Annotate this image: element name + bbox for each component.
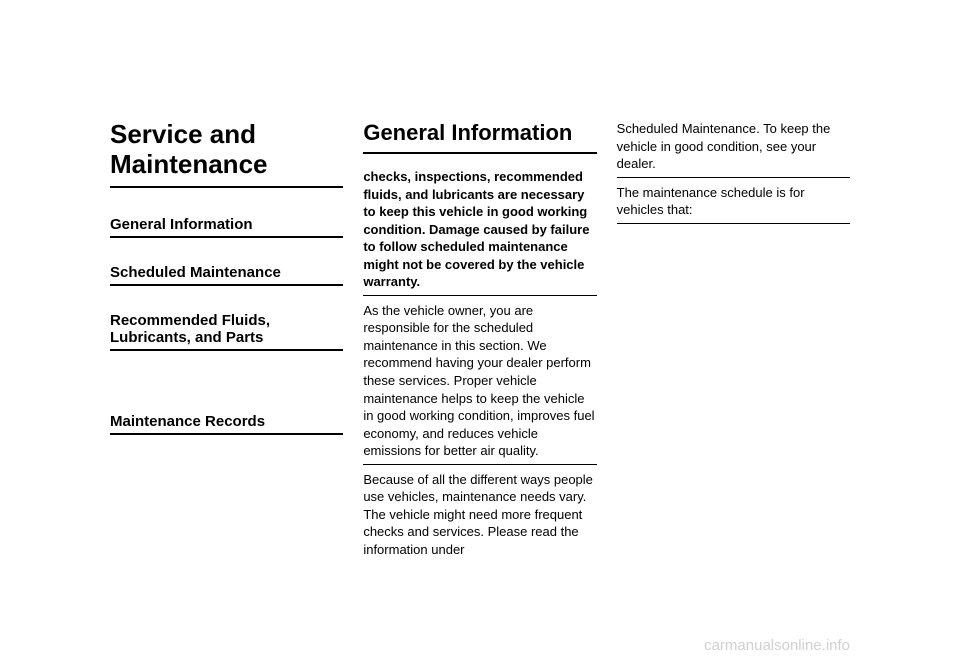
manual-page: Service and Maintenance General Informat… xyxy=(0,0,960,618)
toc-item-maintenance-records: Maintenance Records xyxy=(110,413,343,435)
left-column: Service and Maintenance General Informat… xyxy=(110,120,343,568)
toc-item-scheduled-maintenance: Scheduled Maintenance xyxy=(110,264,343,286)
toc-item-general-info: General Information xyxy=(110,216,343,238)
body-paragraph: Because of all the different ways people… xyxy=(363,471,596,563)
right-column: Scheduled Maintenance. To keep the vehic… xyxy=(617,120,850,568)
middle-column: General Information checks, inspections,… xyxy=(363,120,596,568)
section-title: General Information xyxy=(363,120,596,154)
toc-item-fluids: Recommended Fluids, Lubricants, and Part… xyxy=(110,312,343,351)
body-paragraph: Scheduled Maintenance. To keep the vehic… xyxy=(617,120,850,178)
watermark: carmanualsonline.info xyxy=(704,637,850,654)
page-title: Service and Maintenance xyxy=(110,120,343,188)
body-paragraph: As the vehicle owner, you are responsibl… xyxy=(363,302,596,465)
body-paragraph: checks, inspections, recommended fluids,… xyxy=(363,168,596,296)
body-paragraph: The maintenance schedule is for vehicles… xyxy=(617,184,850,224)
